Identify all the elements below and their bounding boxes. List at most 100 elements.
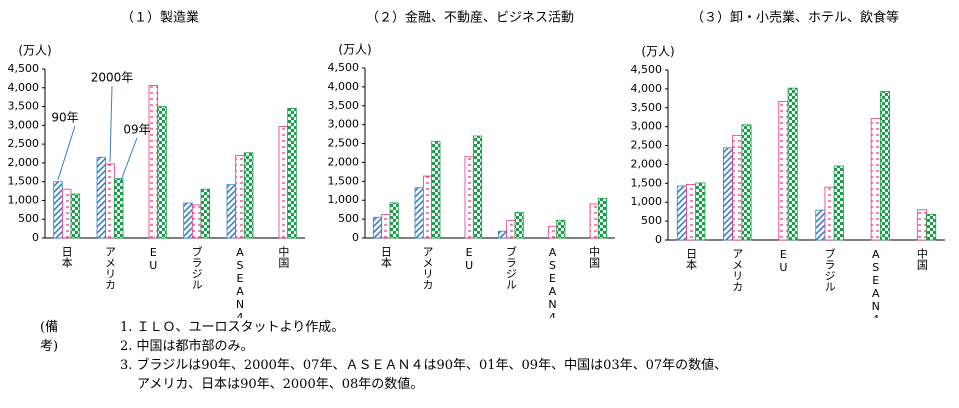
bar — [695, 182, 706, 241]
y-tick-label: 3,500 — [631, 101, 663, 114]
y-tick-label: 2,500 — [328, 137, 360, 150]
x-tick-label: 中国 — [277, 246, 290, 269]
x-tick-label: ASEAN4 — [546, 246, 559, 318]
bar — [389, 202, 399, 239]
chart-title: （２）金融、不動産、ビジネス活動 — [366, 10, 574, 26]
x-tick-label: 中国 — [915, 248, 928, 271]
note: 3. ブラジルは90年、2000年、07年、ＡＳＥＡＮ４は90年、01年、09年… — [120, 358, 728, 373]
bar — [226, 184, 237, 239]
bar — [96, 156, 107, 239]
bar — [824, 186, 835, 241]
y-tick-label: 4,000 — [631, 82, 663, 95]
bar — [597, 197, 608, 239]
y-tick-label: 3,000 — [328, 118, 360, 131]
x-tick-label: アメリカ — [731, 248, 744, 292]
bar — [723, 147, 734, 241]
y-tick-label: 0 — [32, 231, 39, 244]
notes-label: (備考) — [40, 320, 59, 354]
x-tick-label: ASEAN4 — [869, 248, 882, 318]
chart-title: （１）製造業 — [121, 10, 199, 26]
x-tick-label: ブラジル — [190, 245, 203, 290]
x-tick-label: ブラジル — [823, 247, 836, 292]
bar — [105, 163, 115, 239]
bar — [183, 202, 193, 239]
bar — [278, 126, 289, 239]
y-tick-label: 2,000 — [328, 155, 360, 168]
y-tick-label: 3,500 — [328, 99, 360, 112]
bar — [422, 175, 433, 239]
y-tick-label: 3,000 — [8, 118, 40, 131]
callout-arrow — [109, 85, 113, 163]
y-tick-label: 2,500 — [631, 139, 663, 152]
bar — [815, 209, 826, 241]
y-tick-label: 4,000 — [8, 81, 40, 94]
legend-label: 90年 — [51, 111, 78, 125]
bar — [916, 209, 927, 241]
bar — [70, 193, 81, 239]
callout-arrow — [118, 137, 138, 187]
bar — [556, 219, 566, 239]
x-tick-label: ASEAN4 — [234, 246, 247, 318]
y-tick-label: 0 — [655, 233, 662, 246]
note: 2. 中国は都市部のみ。 — [120, 339, 254, 354]
y-tick-label: 500 — [641, 214, 662, 227]
x-tick-label: EU — [777, 248, 790, 274]
y-tick-label: 4,000 — [328, 80, 360, 93]
note: 1. ＩＬＯ、ユーロスタットより作成。 — [120, 320, 345, 335]
y-tick-label: 1,500 — [328, 174, 360, 187]
bar — [243, 152, 254, 239]
bar — [547, 225, 558, 239]
x-tick-label: アメリカ — [104, 246, 117, 290]
y-axis-label: (万人) — [338, 43, 371, 57]
charts: （１）製造業 (万人) 0 500 1,000 1,500 2,000 2,500 3,000 3… — [8, 10, 945, 318]
y-tick-label: 4,500 — [631, 63, 663, 76]
y-tick-label: 0 — [352, 231, 359, 244]
bar — [514, 211, 524, 239]
bar — [53, 181, 63, 239]
bar — [589, 203, 599, 239]
y-tick-label: 3,000 — [631, 120, 663, 133]
x-tick-label: アメリカ — [421, 246, 434, 290]
bar — [472, 135, 483, 239]
bar — [676, 185, 687, 241]
x-tick-label: 日本 — [60, 246, 73, 269]
y-axis-label: (万人) — [18, 44, 51, 58]
x-tick-label: ブラジル — [504, 245, 517, 290]
bar — [879, 91, 890, 241]
legend-label: 09年 — [123, 123, 150, 137]
y-tick-label: 1,500 — [631, 176, 663, 189]
bar — [191, 204, 202, 239]
bar — [926, 213, 937, 241]
bar — [506, 220, 516, 239]
legend-label: 2000年 — [91, 71, 134, 85]
bar — [732, 134, 743, 241]
bar — [113, 178, 124, 239]
y-tick-label: 4,500 — [8, 62, 40, 75]
bar — [870, 117, 881, 241]
x-tick-label: 日本 — [379, 246, 392, 269]
bar — [778, 100, 789, 241]
bar — [235, 154, 245, 239]
y-tick-label: 1,500 — [8, 175, 40, 188]
bar — [414, 187, 424, 239]
bar — [61, 188, 72, 239]
x-tick-label: 中国 — [588, 246, 601, 269]
bar — [381, 214, 391, 239]
bar — [200, 188, 211, 239]
bar — [431, 140, 441, 239]
y-tick-label: 1,000 — [328, 193, 360, 206]
bar — [686, 184, 697, 241]
callout-arrow — [57, 125, 76, 180]
y-tick-label: 4,500 — [328, 61, 360, 74]
bar — [148, 85, 159, 239]
y-tick-label: 1,000 — [8, 193, 40, 206]
y-tick-label: 2,500 — [8, 137, 40, 150]
note: アメリカ、日本は90年、2000年、08年の数値。 — [137, 377, 424, 392]
bar — [157, 106, 167, 239]
x-tick-label: 日本 — [685, 248, 698, 271]
bar — [833, 165, 844, 241]
y-tick-label: 500 — [338, 212, 359, 225]
bar — [741, 124, 752, 241]
y-tick-label: 500 — [18, 212, 39, 225]
